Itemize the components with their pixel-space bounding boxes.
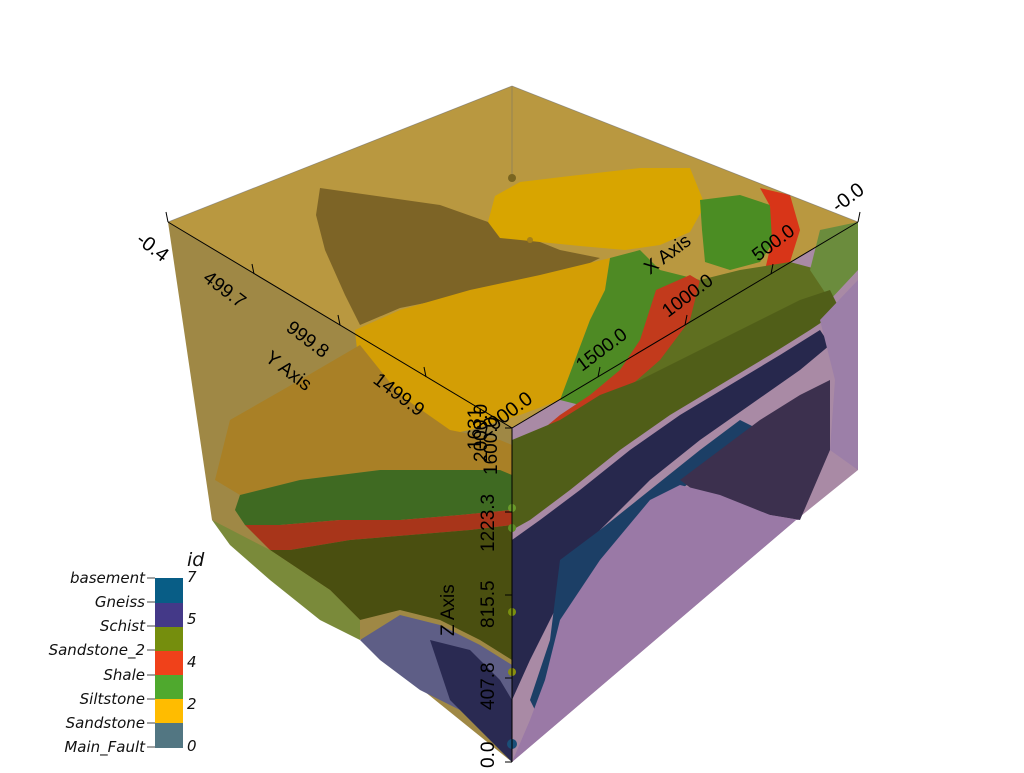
x-tick-label: -0.0 xyxy=(828,179,869,217)
interface-point xyxy=(527,237,533,243)
legend-number: 4 xyxy=(187,653,197,671)
legend-label-ticks xyxy=(147,577,155,748)
legend-swatch xyxy=(155,675,183,699)
left-shale xyxy=(245,510,512,550)
legend-number: 5 xyxy=(187,610,197,628)
right-schist xyxy=(512,290,840,530)
siltstone-corner xyxy=(810,222,858,300)
right-schist-dark xyxy=(680,380,830,520)
legend-swatch xyxy=(155,627,183,639)
shale-strip-upper xyxy=(760,188,800,270)
left-olive-lower xyxy=(212,520,360,640)
legend-swatch xyxy=(155,603,183,627)
left-gneiss xyxy=(360,615,512,762)
legend-label: Sandstone_2 xyxy=(49,641,145,660)
legend-label: Shale xyxy=(103,666,145,684)
z-axis-title: Z Axis xyxy=(438,584,459,636)
right-mauve xyxy=(512,485,800,762)
legend-swatch xyxy=(155,639,183,651)
axes xyxy=(165,211,861,763)
right-gneiss xyxy=(512,330,830,700)
legend-label: basement xyxy=(70,569,146,587)
sandstone-bright-lower xyxy=(350,258,610,450)
legend-title: id xyxy=(187,549,205,571)
z-tick-label: 1600.0 xyxy=(481,417,502,475)
left-schist xyxy=(270,525,512,660)
legend-label: Main_Fault xyxy=(64,738,146,757)
legend-swatch xyxy=(155,578,183,603)
left-gneiss-dark xyxy=(430,640,512,762)
siltstone-upper-right xyxy=(700,195,775,270)
legend-label: Schist xyxy=(100,617,146,635)
z-tick-label: 1631 xyxy=(465,408,486,450)
geological-model-block[interactable] xyxy=(167,85,859,762)
legend-number: 7 xyxy=(187,568,197,586)
sandstone-dark-wedge xyxy=(316,188,600,325)
legend-colorbar xyxy=(155,578,183,748)
legend-number: 2 xyxy=(187,695,197,713)
legend-label: Gneiss xyxy=(95,593,145,611)
y-tick-label: -0.4 xyxy=(132,228,173,266)
legend-swatch xyxy=(155,699,183,723)
z-tick-label: 815.5 xyxy=(478,580,499,628)
right-mauve-upper xyxy=(820,280,858,470)
left-sandstone xyxy=(215,345,512,495)
legend-numbers: 7 5 4 2 0 xyxy=(187,568,197,755)
z-tick-label: 407.8 xyxy=(478,662,499,710)
legend-labels: basement Gneiss Schist Sandstone_2 Shale… xyxy=(49,569,147,757)
sandstone-bright-upper xyxy=(488,168,705,250)
z-axis-labels: 0.0 407.8 815.5 Z Axis 1223.3 1600.0 163… xyxy=(438,408,502,768)
z-tick-label: 1223.3 xyxy=(478,494,499,552)
legend-swatch xyxy=(155,723,183,748)
legend: id basement Gneiss Schist Sandstone_2 Sh… xyxy=(49,549,206,757)
legend-swatch xyxy=(155,651,183,675)
legend-number: 0 xyxy=(187,737,197,755)
box-edges xyxy=(167,85,859,223)
y-tick-label: 2000.0 xyxy=(471,404,492,462)
legend-label: Sandstone xyxy=(66,714,145,732)
legend-label: Siltstone xyxy=(80,690,145,708)
z-tick-label: 0.0 xyxy=(478,742,499,768)
interface-point xyxy=(508,174,516,182)
left-siltstone xyxy=(235,470,512,525)
